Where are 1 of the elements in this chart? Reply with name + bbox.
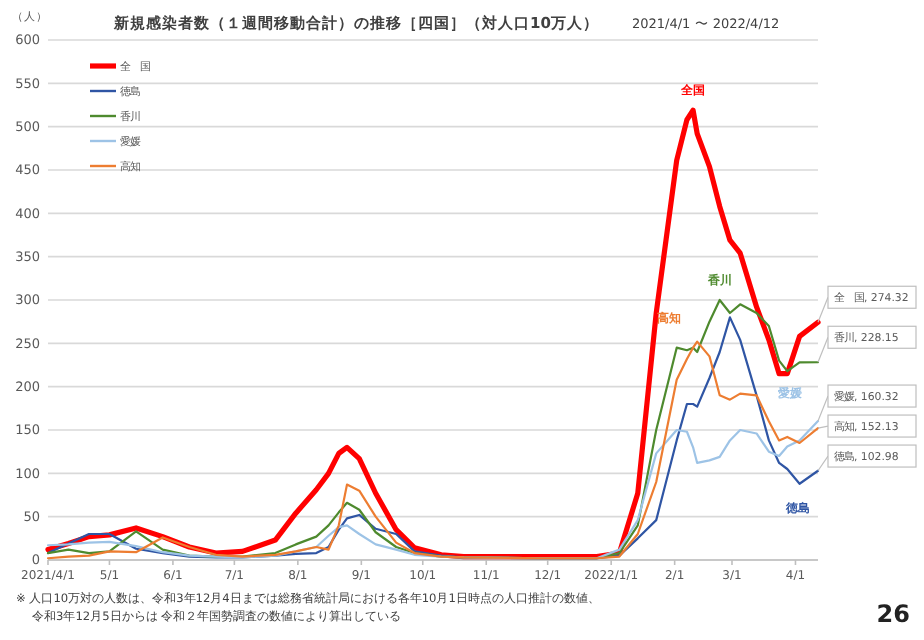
text: 26 [876, 600, 910, 628]
